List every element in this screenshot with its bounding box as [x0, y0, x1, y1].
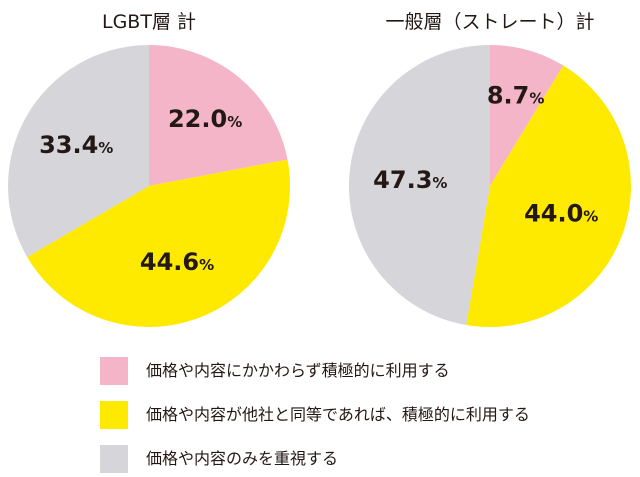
data-label-lgbt-if-equal: 44.6% — [140, 248, 214, 276]
pie-slice-general-unconditional — [490, 45, 564, 186]
data-label-lgbt-unconditional: 22.0% — [168, 105, 242, 133]
pie-title-lgbt: LGBT層 計 — [102, 11, 196, 33]
pie-title-general: 一般層（ストレート）計 — [385, 11, 594, 33]
pie-slice-lgbt-price-only — [8, 45, 150, 258]
data-label-general-unconditional: 8.7% — [487, 82, 545, 110]
legend-swatch-gray — [100, 445, 128, 473]
pie-slice-lgbt-if-equal — [27, 159, 290, 327]
pie-slice-lgbt-unconditional — [149, 45, 288, 186]
legend-label-if-equal: 価格や内容が他社と同等であれば、積極的に利用する — [146, 405, 530, 424]
legend-swatch-yellow — [100, 401, 128, 429]
data-label-lgbt-price-only: 33.4% — [39, 131, 113, 159]
legend-label-unconditional: 価格や内容にかかわらず積極的に利用する — [146, 361, 450, 380]
data-label-general-price-only: 47.3% — [373, 166, 447, 194]
pie-general: 一般層（ストレート）計 8.7% 44.0% 47.3% — [348, 11, 631, 328]
pie-lgbt: LGBT層 計 22.0% 44.6% 33.4% — [8, 11, 290, 327]
legend-label-price-only: 価格や内容のみを重視する — [146, 449, 339, 468]
data-label-general-if-equal: 44.0% — [524, 200, 598, 228]
pie-slice-general-price-only — [348, 44, 490, 325]
legend-swatch-pink — [100, 357, 128, 385]
pie-slice-general-if-equal — [466, 65, 631, 328]
